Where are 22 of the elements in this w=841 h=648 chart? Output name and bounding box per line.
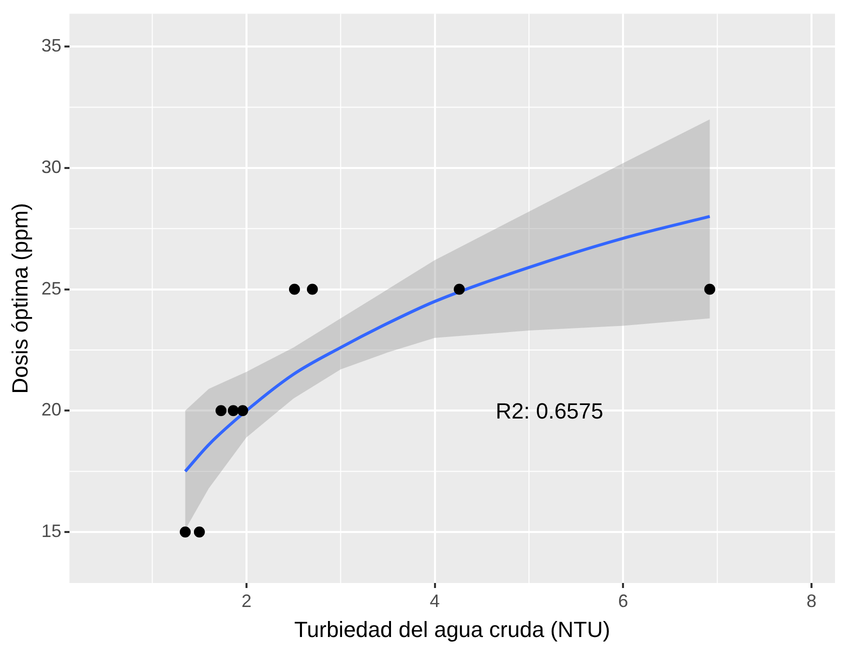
- y-tick-label: 20: [41, 400, 62, 420]
- y-tick-label: 15: [41, 520, 62, 541]
- x-tick-label: 2: [241, 590, 252, 611]
- x-axis-title: Turbiedad del agua cruda (NTU): [294, 616, 610, 642]
- y-tick-label: 25: [41, 278, 62, 298]
- x-tick-label: 8: [806, 590, 816, 611]
- point: [180, 526, 191, 538]
- x-tick-label: 4: [430, 590, 440, 611]
- point: [194, 526, 205, 538]
- point: [454, 284, 465, 295]
- annotation: R2: 0.6575: [496, 398, 604, 424]
- y-tick-label: 35: [41, 36, 62, 56]
- y-tick-label: 30: [41, 156, 62, 177]
- point: [237, 405, 248, 416]
- point: [288, 284, 300, 295]
- point: [306, 284, 318, 295]
- point: [704, 284, 716, 295]
- y-axis-title: Dosis óptima (ppm): [7, 203, 32, 394]
- line-series: [184, 214, 712, 473]
- x-tick-label: 6: [618, 590, 628, 611]
- point: [228, 405, 239, 416]
- point: [216, 405, 227, 416]
